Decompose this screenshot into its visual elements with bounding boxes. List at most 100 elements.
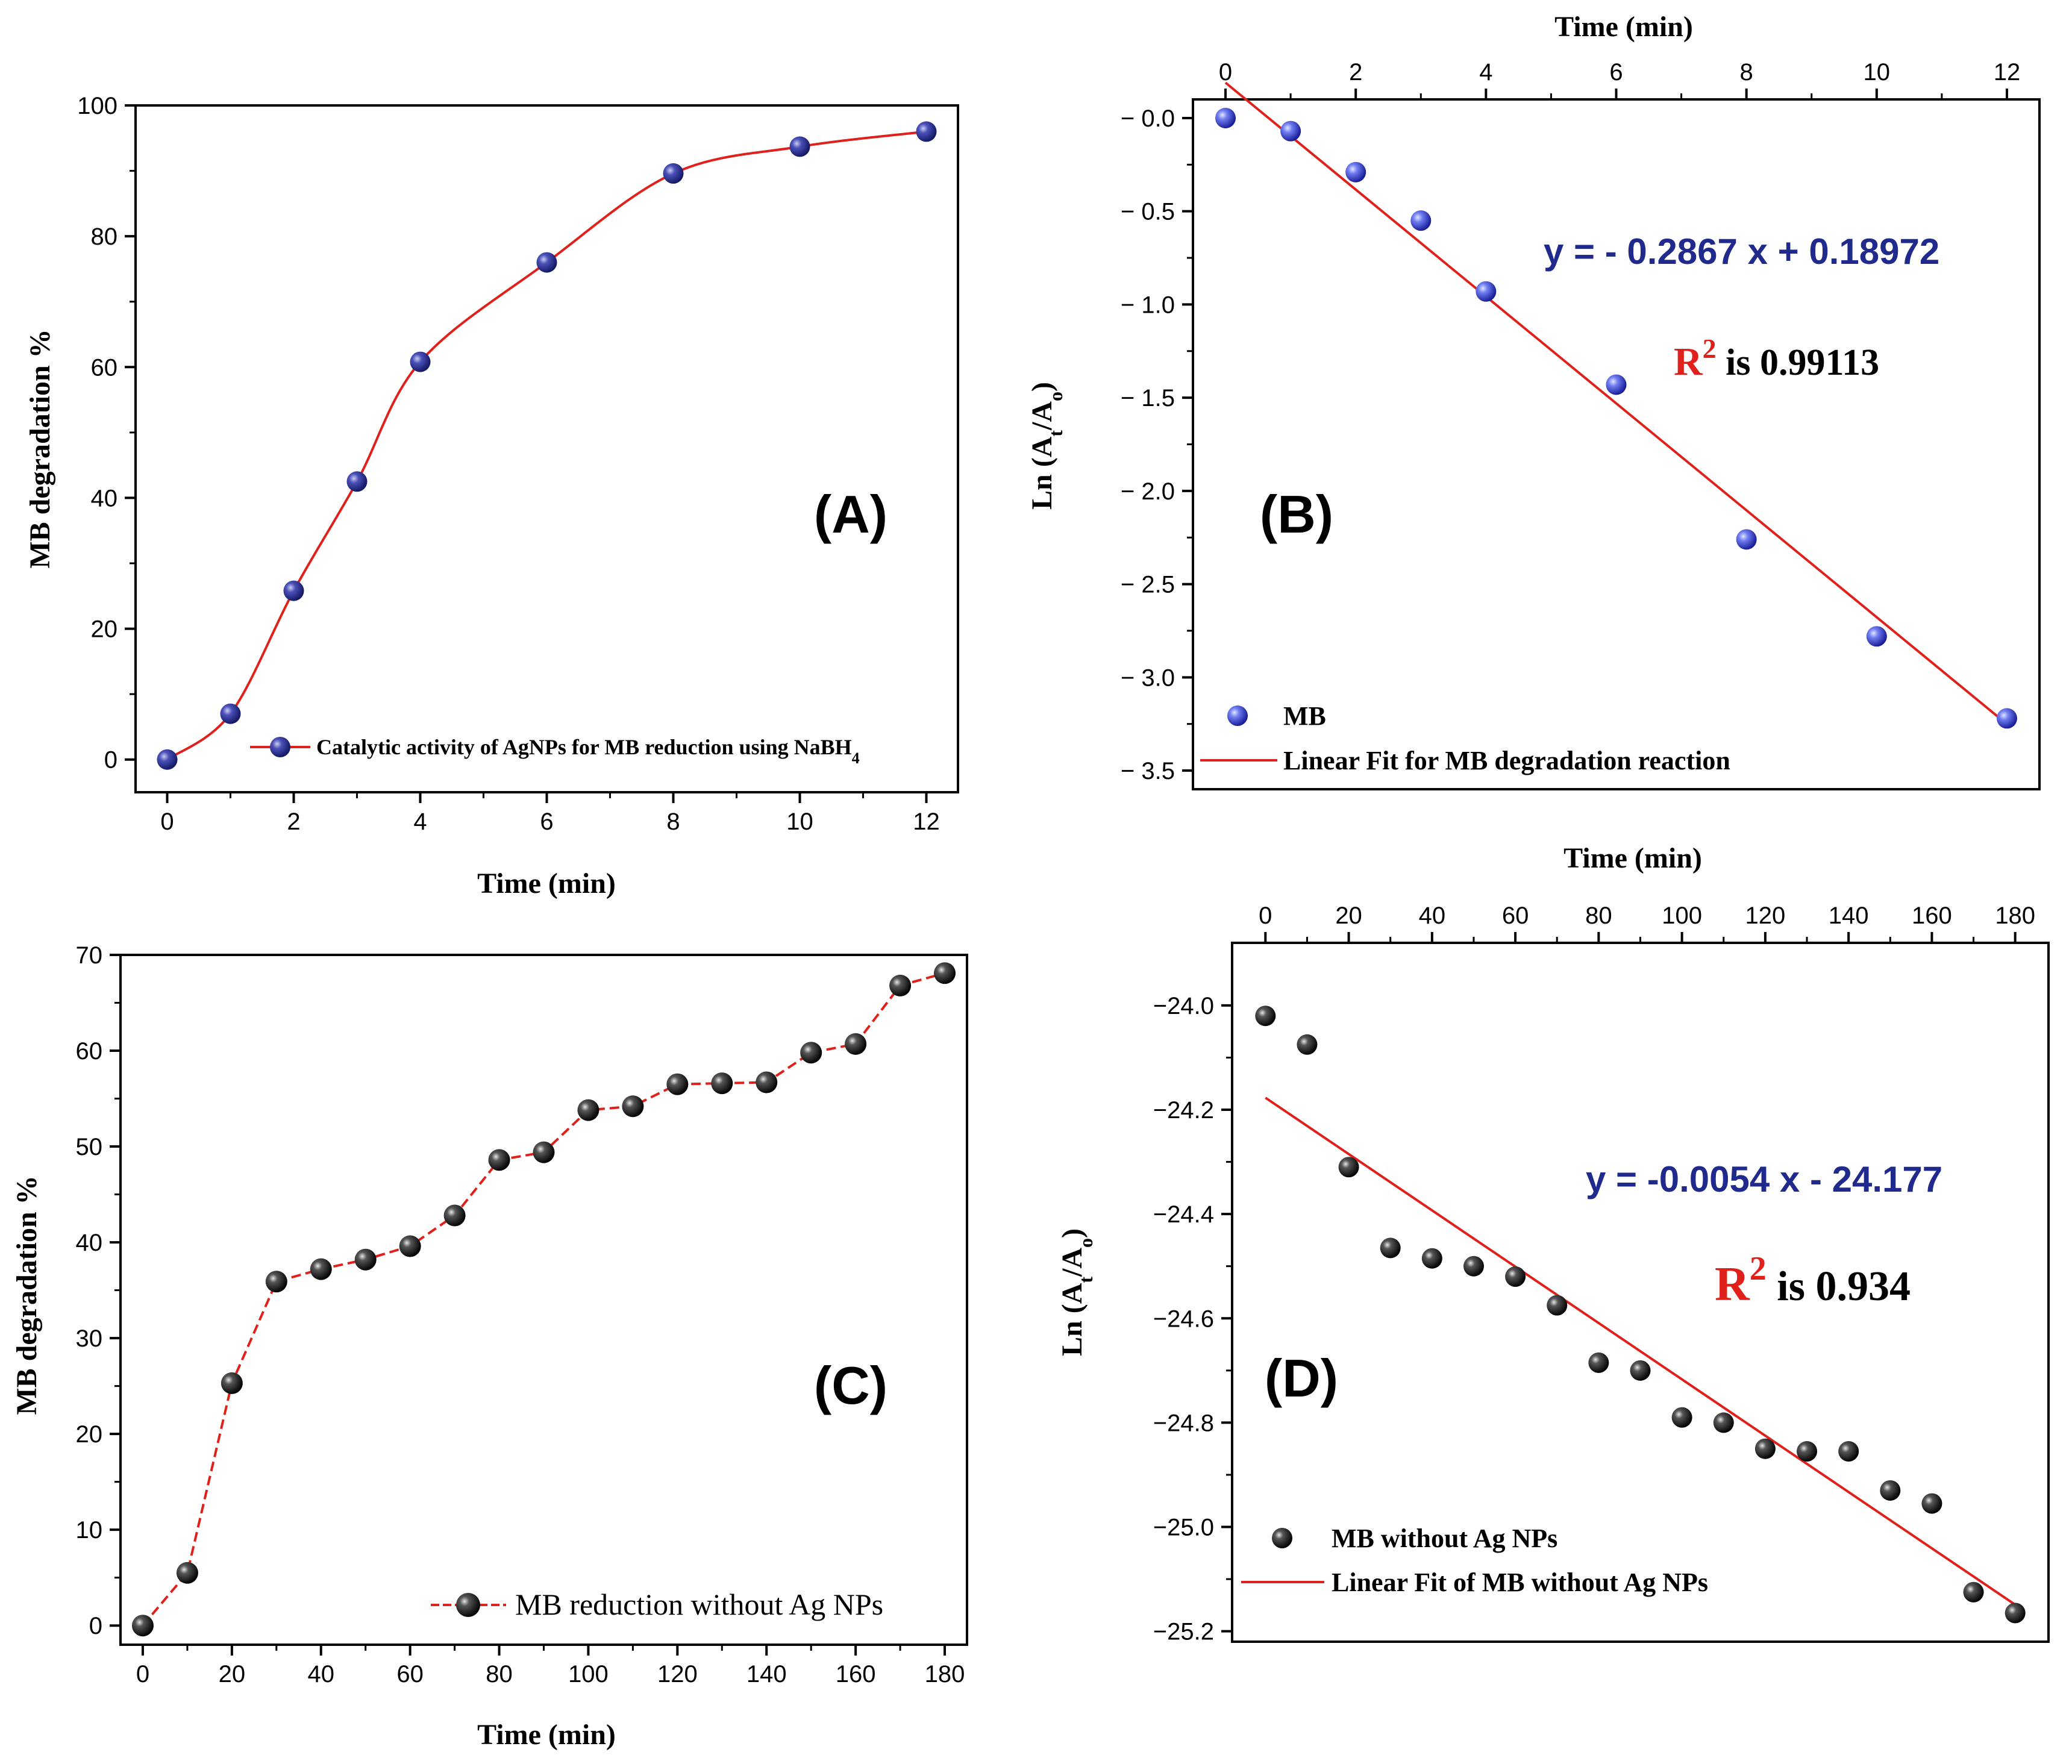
panel-c-legend-label: MB reduction without Ag NPs — [515, 1587, 883, 1621]
panel-a-xtick-label: 4 — [413, 808, 427, 835]
panel-c-ytick-label: 10 — [76, 1517, 103, 1543]
panel-a-xlabel: Time (min) — [477, 868, 616, 899]
panel-d-r2: R2 is 0.934 — [1715, 1250, 1911, 1311]
panel-d-legend: MB without Ag NPs Linear Fit of MB witho… — [1241, 1524, 1708, 1597]
panel-d-data-point — [2005, 1603, 2026, 1624]
panel-c-data-point — [711, 1072, 733, 1095]
panel-d-ytick-label: −24.6 — [1153, 1306, 1214, 1332]
panel-b-data-point — [1280, 120, 1301, 142]
panel-d: 0 20 40 60 80 100 120 140 160 180 −24.0 −24.2 −24.4 −… — [1056, 842, 2050, 1645]
panel-d-points — [1255, 1006, 2026, 1624]
panel-d-ytick-label: −24.4 — [1153, 1201, 1214, 1228]
panel-d-data-point — [1838, 1441, 1859, 1462]
panel-a-xtick-label: 6 — [540, 808, 553, 835]
panel-d-data-point — [1921, 1493, 1942, 1514]
panel-a-data-point — [346, 471, 368, 492]
panel-d-data-point — [1588, 1352, 1609, 1373]
panel-c-label: (C) — [814, 1356, 887, 1415]
panel-c-ytick-label: 20 — [76, 1421, 103, 1448]
panel-b-xlabel: Time (min) — [1554, 11, 1693, 43]
panel-c-ytick-label: 40 — [76, 1230, 103, 1256]
panel-d-data-point — [1255, 1006, 1276, 1027]
panel-d-xtick-label: 0 — [1259, 902, 1272, 929]
panel-c-xtick-label: 80 — [486, 1661, 513, 1687]
panel-c-data-point — [577, 1099, 599, 1121]
panel-c-ticks: 0 20 40 60 80 100 120 140 160 180 0 10 20 30 40 50 60 70 — [76, 942, 965, 1687]
panel-b-ytick-label: − 0.5 — [1121, 199, 1175, 225]
panel-b-data-point — [1476, 281, 1497, 302]
panel-d-legend-label-mb: MB without Ag NPs — [1332, 1524, 1557, 1553]
panel-d-xtick-label: 100 — [1662, 902, 1702, 929]
panel-d-data-point — [1505, 1266, 1526, 1287]
panel-c-xtick-label: 0 — [136, 1661, 149, 1687]
panel-d-ticks: 0 20 40 60 80 100 120 140 160 180 −24.0 −24.2 −24.4 −… — [1153, 902, 2035, 1645]
panel-d-data-point — [1797, 1441, 1818, 1462]
panel-c-data-point — [756, 1071, 778, 1093]
panel-c-data-point — [934, 962, 956, 984]
panel-c-legend: MB reduction without Ag NPs — [431, 1587, 883, 1621]
panel-c-data-point — [310, 1258, 332, 1280]
panel-d-xtick-label: 160 — [1912, 902, 1952, 929]
panel-b-legend-label-mb: MB — [1283, 701, 1326, 731]
panel-c-data-point — [622, 1095, 644, 1118]
panel-b-ytick-label: − 3.0 — [1121, 665, 1175, 691]
panel-b-ytick-label: − 2.0 — [1121, 478, 1175, 505]
panel-a-frame — [134, 104, 959, 793]
panel-d-xtick-label: 180 — [1995, 902, 2035, 929]
panel-c-xtick-label: 120 — [657, 1661, 698, 1687]
panel-d-data-point — [1671, 1407, 1692, 1428]
panel-d-equation: y = -0.0054 x - 24.177 — [1586, 1159, 1942, 1199]
panel-b-data-point — [1866, 626, 1887, 647]
panel-c-xtick-label: 160 — [836, 1661, 876, 1687]
panel-a-data-point — [789, 136, 810, 157]
panel-d-ytick-label: −24.2 — [1153, 1097, 1214, 1124]
panel-b-xtick-label: 0 — [1219, 59, 1232, 86]
panel-c-data-point — [265, 1271, 287, 1293]
panel-b: 0 2 4 6 8 10 12 − 0.0 − 0.5 − 1.0 − 1.5 − 2.0 − 2.5 −… — [1026, 11, 2041, 790]
panel-b-frame — [1192, 98, 2041, 790]
panel-d-label: (D) — [1265, 1348, 1338, 1408]
panel-b-legend-marker-mb — [1227, 705, 1248, 726]
panel-d-data-point — [1463, 1256, 1484, 1277]
panel-c-data-point — [443, 1204, 466, 1227]
panel-c-data-point — [889, 974, 912, 996]
panel-a-ylabel: MB degradation % — [24, 329, 56, 568]
panel-a-data-point — [220, 703, 241, 724]
panel-d-ylabel: Ln (At/Ao) — [1056, 1228, 1097, 1356]
panel-b-xtick-label: 12 — [1994, 59, 2021, 86]
panel-d-data-point — [1880, 1480, 1901, 1501]
panel-a-ytick-label: 100 — [77, 93, 117, 119]
panel-b-xtick-label: 4 — [1479, 59, 1492, 86]
panel-c-data-point — [488, 1149, 510, 1171]
panel-b-xtick-label: 2 — [1349, 59, 1362, 86]
panel-d-data-point — [1547, 1295, 1568, 1316]
panel-b-data-point — [1345, 161, 1366, 183]
panel-a-data-point — [916, 121, 937, 142]
panel-c-ytick-label: 70 — [76, 942, 103, 969]
panel-c-data-point — [221, 1372, 243, 1394]
panel-c-xlabel: Time (min) — [477, 1719, 616, 1751]
panel-c-ytick-label: 0 — [89, 1613, 102, 1639]
panel-c-xtick-label: 140 — [746, 1661, 787, 1687]
panel-a-legend: Catalytic activity of AgNPs for MB reduc… — [250, 735, 860, 767]
panel-b-data-point — [1996, 708, 2017, 729]
panel-b-data-point — [1606, 374, 1627, 395]
panel-d-ytick-label: −25.0 — [1153, 1515, 1214, 1541]
panel-b-label: (B) — [1260, 484, 1333, 544]
panel-d-xtick-label: 80 — [1585, 902, 1612, 929]
panel-a-xtick-label: 12 — [913, 808, 940, 835]
panel-d-data-point — [1963, 1581, 1984, 1603]
panel-d-legend-marker — [1272, 1528, 1292, 1548]
panel-a: 0 2 4 6 8 10 12 0 20 40 60 80 100 Time (min) MB degr… — [24, 93, 959, 899]
panel-c-xtick-label: 20 — [219, 1661, 246, 1687]
panel-c-ytick-label: 30 — [76, 1325, 103, 1352]
panel-c-data-point — [533, 1141, 555, 1163]
panel-a-fit-curve — [166, 130, 927, 761]
panel-d-data-point — [1713, 1412, 1734, 1433]
panel-b-ytick-label: − 1.5 — [1121, 385, 1175, 411]
panel-c-data-point — [131, 1615, 154, 1637]
panel-d-data-point — [1338, 1157, 1359, 1178]
panel-d-data-point — [1630, 1360, 1651, 1381]
panel-d-ytick-label: −24.0 — [1153, 993, 1214, 1019]
panel-a-xtick-label: 10 — [786, 808, 813, 835]
